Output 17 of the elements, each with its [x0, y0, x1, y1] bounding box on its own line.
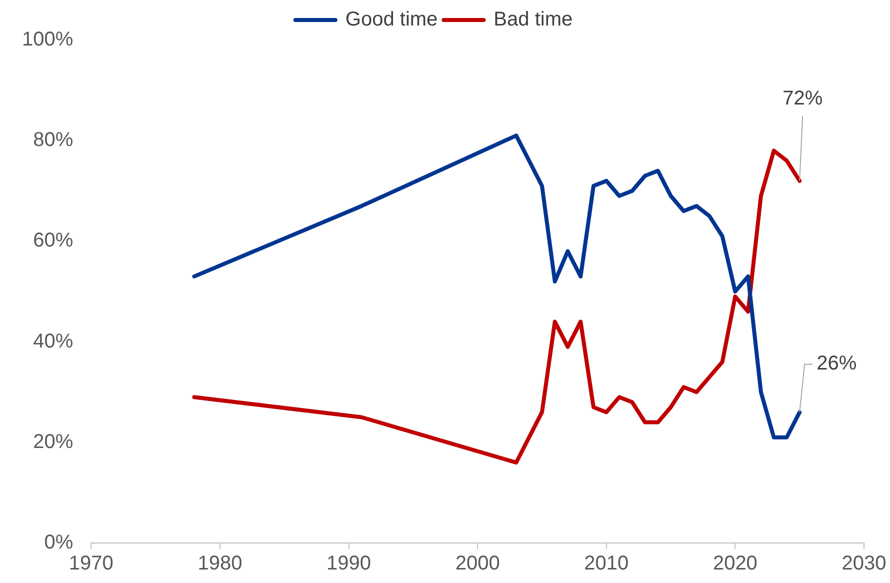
y-tick-label: 20%: [33, 430, 74, 453]
x-tick-label: 2030: [842, 552, 886, 575]
x-tick-label: 2000: [455, 552, 500, 575]
y-tick-label: 60%: [33, 230, 74, 252]
x-tick-label: 1970: [68, 552, 114, 575]
legend-label: Good time: [345, 8, 438, 31]
y-tick-label: 100%: [22, 28, 74, 51]
legend-label: Bad time: [494, 8, 573, 31]
x-tick-label: 2010: [584, 552, 629, 575]
y-tick-label: 40%: [33, 330, 74, 352]
x-tick-label: 2020: [712, 552, 758, 575]
x-tick-label: 1990: [326, 552, 372, 575]
annotation: 72%: [782, 87, 823, 110]
y-tick-label: 0%: [44, 532, 74, 554]
x-tick-label: 1980: [198, 552, 242, 575]
annotation: 26%: [816, 352, 857, 375]
y-tick-label: 80%: [33, 129, 74, 152]
